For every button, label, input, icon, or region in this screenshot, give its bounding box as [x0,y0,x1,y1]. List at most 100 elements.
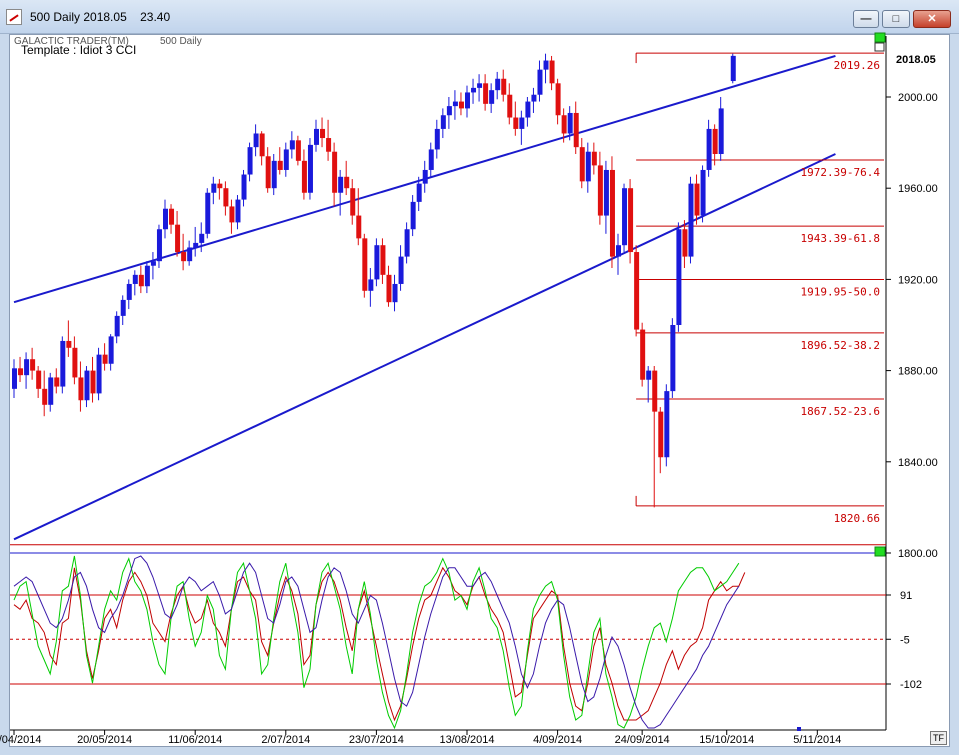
candle-body [537,69,543,95]
time-tick-label: 20/05/2014 [77,734,132,746]
candle-body [132,274,138,284]
candle-body [326,138,332,152]
cci-tick-label: 91 [900,590,912,602]
maximize-button[interactable]: □ [882,10,910,28]
candle-body [549,60,555,84]
candle-body [410,201,416,230]
candle-body [706,128,712,170]
candle-body [223,188,229,207]
trendline [13,153,836,541]
candle-body [579,147,585,182]
candle-body [730,55,736,82]
candle-body [670,325,676,392]
candle-body [398,256,404,284]
candle-body [314,128,319,145]
candle-body [114,315,120,337]
candle-body [386,274,392,303]
candle-body [585,151,591,182]
candle-body [416,183,422,202]
chart-app-icon [6,9,22,25]
cci-series-line [13,566,746,722]
candle-body [42,388,48,405]
candle-body [658,411,664,458]
candle-body [144,265,150,287]
chart-area[interactable] [9,34,950,747]
candle-body [199,233,205,243]
candle-body [211,183,217,193]
price-tick-label: 1920.00 [898,274,938,286]
symbol-label: 500 Daily [160,36,202,47]
candle-body [307,144,313,193]
price-tick-label: 2000.00 [898,92,938,104]
candle-body [622,188,628,246]
candle-body [205,192,211,234]
candle-body [241,174,247,200]
candle-body [66,340,72,348]
candle-body [603,169,609,216]
time-tick-label: 23/07/2014 [349,734,404,746]
candle-body [120,299,126,316]
candle-body [471,87,477,93]
minimize-button[interactable]: — [853,10,879,28]
candle-body [24,359,30,376]
candle-body [54,377,60,387]
candle-body [332,151,338,193]
candle-body [652,370,658,412]
candle-body [259,133,265,157]
candle-body [676,229,682,325]
candle-body [72,347,78,378]
price-tick-label: 1960.00 [898,183,938,195]
candle-body [380,245,386,275]
fib-level-label: 1943.39-61.8 [801,232,880,245]
candle-body [30,359,36,371]
candle-body [646,370,652,380]
candle-body [428,149,434,170]
price-tick-label: 1800.00 [898,548,938,560]
candle-body [338,176,344,193]
candle-body [36,370,42,389]
candle-body [640,329,646,380]
candle-body [718,108,724,154]
cci-marker [797,727,801,731]
candle-body [440,115,446,129]
panel-marker-bottom [874,546,886,557]
candle-body [609,169,615,257]
last-change: 23.40 [140,10,171,24]
candle-body [163,208,168,230]
candle-body [567,112,573,134]
window-titlebar: 500 Daily 2018.05 23.40 — □ ✕ [0,0,959,34]
candle-body [96,354,102,394]
candle-body [597,165,603,216]
candle-body [78,377,84,401]
candle-body [362,238,368,291]
candle-body [356,215,362,239]
candle-body [446,106,452,116]
close-button[interactable]: ✕ [913,10,951,28]
time-tick-label: 13/08/2014 [439,734,494,746]
candle-body [477,83,483,88]
cci-series-line [13,555,740,729]
candle-body [187,247,193,262]
candle-body [501,78,507,95]
price-tick-label: 1880.00 [898,366,938,378]
candle-body [265,156,271,189]
candle-body [422,169,428,184]
candle-body [283,149,289,170]
candle-body [84,370,90,401]
candle-body [519,117,525,129]
candle-body [271,160,277,189]
last-price-label: 2018.05 [896,54,936,66]
candle-body [344,176,350,189]
window-title: 500 Daily 2018.05 23.40 [30,10,171,24]
tf-button[interactable]: TF [930,731,947,745]
fib-level-label: 1919.95-50.0 [801,286,880,299]
candle-body [247,147,253,175]
candle-body [434,128,440,150]
candle-body [169,208,175,225]
candle-body [90,370,96,394]
time-tick-label: 11/06/2014 [168,734,222,746]
candle-body [277,160,283,170]
candle-body [18,368,24,376]
time-tick-label: 15/10/2014 [699,734,754,746]
